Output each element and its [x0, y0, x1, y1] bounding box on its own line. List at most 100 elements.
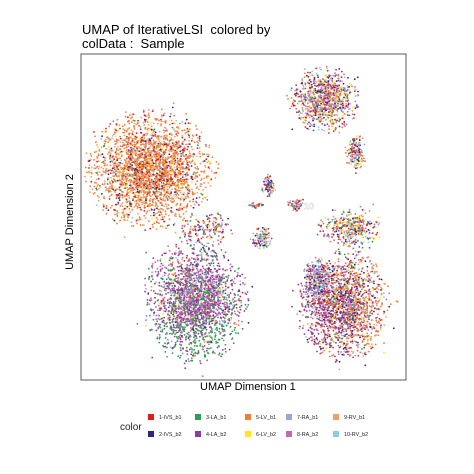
data-point — [165, 203, 167, 206]
data-point — [113, 208, 115, 211]
data-point — [143, 210, 146, 212]
data-point — [225, 301, 228, 304]
data-point — [168, 249, 171, 252]
data-point — [124, 115, 127, 118]
data-point — [149, 173, 152, 176]
data-point — [90, 169, 93, 172]
data-point — [128, 139, 131, 141]
data-point — [193, 203, 196, 206]
data-point — [215, 171, 218, 174]
data-point — [171, 347, 174, 349]
data-point — [192, 252, 195, 255]
data-point — [148, 170, 151, 173]
data-point — [218, 284, 221, 286]
data-point — [121, 196, 124, 199]
data-point — [175, 308, 178, 311]
data-point — [140, 143, 143, 146]
data-point — [227, 274, 230, 277]
data-point — [115, 203, 117, 206]
data-point — [218, 265, 221, 268]
data-point — [127, 157, 130, 160]
data-point — [105, 138, 107, 141]
data-point — [173, 278, 176, 281]
data-point — [180, 184, 183, 187]
data-point — [119, 157, 121, 160]
data-point — [159, 118, 162, 121]
data-point — [170, 265, 173, 267]
data-point — [198, 320, 201, 323]
data-point — [181, 181, 184, 184]
data-point — [142, 180, 145, 182]
data-point — [150, 149, 153, 152]
data-point — [196, 265, 199, 268]
data-point — [180, 349, 182, 352]
data-point — [199, 155, 202, 158]
data-point — [206, 335, 208, 337]
data-point — [193, 141, 196, 144]
data-point — [157, 156, 160, 158]
data-point — [110, 194, 113, 197]
data-point — [160, 108, 163, 111]
data-point — [234, 282, 236, 285]
data-point — [167, 314, 169, 316]
data-point — [168, 302, 171, 305]
data-point — [220, 283, 223, 286]
data-point — [157, 315, 160, 317]
data-point — [93, 131, 95, 133]
data-point — [193, 296, 196, 299]
data-point — [141, 156, 144, 159]
data-point — [188, 150, 191, 153]
data-point — [189, 273, 192, 275]
data-point — [217, 277, 220, 280]
data-point — [198, 150, 201, 153]
data-point — [196, 144, 199, 147]
data-point — [156, 212, 159, 214]
data-point — [168, 139, 171, 142]
data-point — [131, 208, 134, 211]
data-point — [112, 163, 115, 166]
data-point — [194, 299, 197, 302]
data-point — [222, 254, 225, 257]
data-point — [217, 167, 220, 170]
data-point — [230, 318, 233, 321]
data-point — [194, 192, 196, 195]
data-point — [208, 347, 211, 350]
data-point — [160, 124, 162, 127]
data-point — [156, 218, 159, 221]
data-point — [159, 202, 162, 204]
data-point — [120, 154, 123, 156]
data-point — [160, 198, 163, 201]
data-point — [162, 197, 165, 200]
data-point — [144, 118, 146, 121]
data-point — [173, 294, 176, 297]
data-point — [130, 160, 133, 163]
data-point — [162, 164, 164, 166]
data-point — [164, 200, 166, 202]
data-point — [135, 154, 138, 157]
data-point — [159, 141, 162, 144]
data-point — [134, 174, 137, 176]
data-point — [181, 256, 184, 259]
data-point — [179, 160, 182, 163]
data-point — [187, 186, 190, 188]
data-point — [184, 175, 187, 177]
data-point — [119, 185, 122, 188]
data-point — [136, 161, 139, 164]
data-point — [146, 182, 149, 185]
data-point — [240, 301, 243, 304]
data-point — [135, 149, 138, 152]
data-point — [196, 171, 199, 174]
data-point — [176, 130, 179, 133]
data-point — [174, 275, 177, 278]
data-point — [201, 154, 204, 156]
data-point — [187, 133, 190, 136]
data-point — [216, 329, 219, 332]
data-point — [105, 212, 108, 215]
data-point — [227, 259, 230, 262]
data-point — [190, 286, 193, 289]
data-point — [155, 163, 157, 166]
data-point — [114, 167, 117, 170]
data-point — [215, 254, 218, 257]
data-point — [163, 131, 166, 134]
data-point — [91, 188, 94, 191]
